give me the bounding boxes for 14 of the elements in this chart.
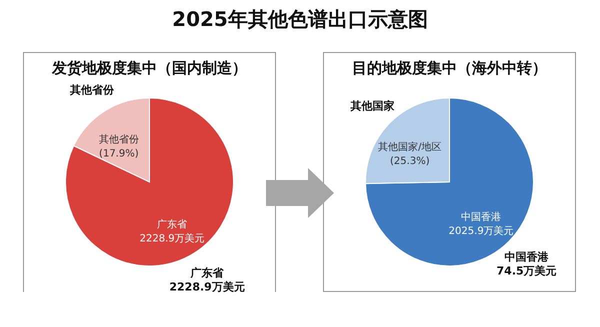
slice-label: 其他省份 [68, 84, 115, 97]
text: 74.5万美元 [496, 264, 557, 278]
data-label: 广东省 2228.9万美元 [140, 218, 205, 244]
data-label: 其他国家/地区 (25.3%) [378, 140, 442, 167]
text: 2228.9万美元 [169, 280, 245, 294]
slice-label: 其他国家 [349, 99, 394, 112]
slice-label: 广东省 [190, 266, 225, 280]
pie-slice [65, 98, 234, 266]
chart-subtitle: 发货地极度集中（国内制造） [51, 59, 247, 77]
slice-label: 中国香港 [504, 250, 550, 264]
data-label: 中国香港 2025.9万美元 [448, 211, 514, 238]
text: 2025年其他色谱出口示意图 [171, 6, 429, 33]
chart-title: 目的地极度集中（海外中转） [352, 59, 547, 77]
data-label: 其他省份 (17.9%) [98, 134, 139, 160]
